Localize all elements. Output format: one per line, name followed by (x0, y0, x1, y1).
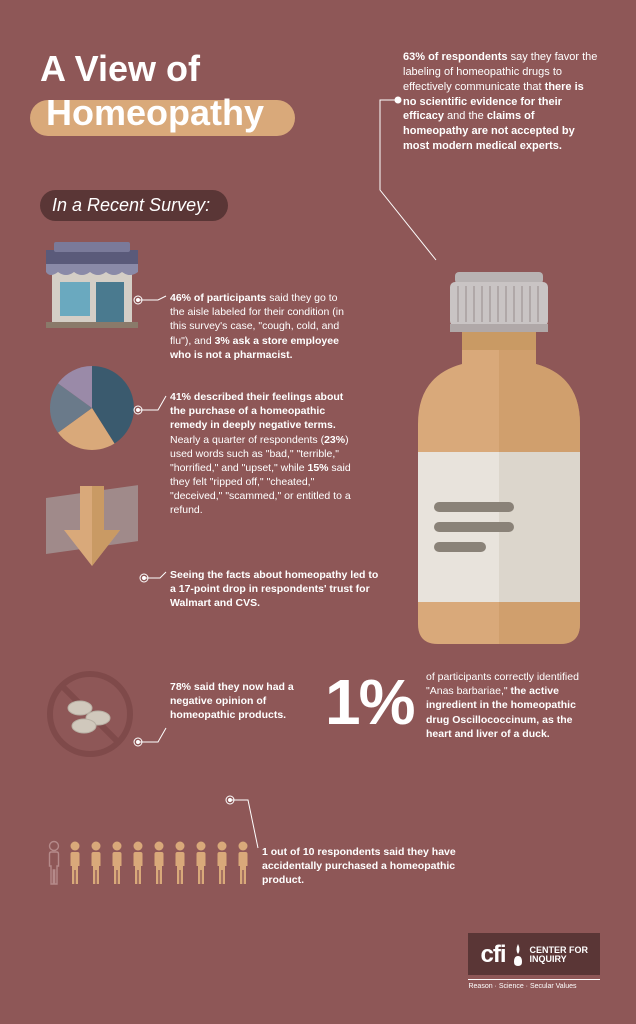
logo-name: CENTER FOR INQUIRY (530, 946, 589, 964)
people-row-icon (46, 840, 256, 886)
stat-neg-b1: 41% described their feelings about the p… (170, 391, 343, 431)
person-icon (197, 842, 206, 885)
stat-neg-t1: Nearly a quarter of respondents ( (170, 434, 324, 446)
title-line-1: A View of (40, 48, 264, 90)
person-icon (71, 842, 80, 885)
logo-tagline: Reason · Science · Secular Values (468, 979, 600, 990)
flame-icon (512, 944, 524, 966)
stat-aisle-b1: 46% of participants (170, 292, 266, 304)
person-icon (155, 842, 164, 885)
subtitle-text: In a Recent Survey: (52, 195, 210, 215)
logo-short: cfi (480, 941, 505, 969)
arrow-down-icon (46, 480, 138, 582)
person-icon (113, 842, 122, 885)
title-line-2-wrap: Homeopathy (40, 92, 264, 134)
no-pills-icon (46, 670, 134, 758)
person-icon (176, 842, 185, 885)
logo-box: cfi CENTER FOR INQUIRY (468, 933, 600, 975)
stat-negative-opinion: 78% said they now had a negative opinion… (170, 680, 300, 723)
pie-chart-icon (46, 362, 138, 454)
subtitle-pill: In a Recent Survey: (40, 190, 228, 221)
logo-l2: INQUIRY (530, 955, 589, 964)
callout-t2: and the (444, 110, 487, 122)
stat-neg-b3: 15% (307, 462, 328, 474)
person-outline-icon (50, 842, 59, 885)
person-icon (92, 842, 101, 885)
person-icon (134, 842, 143, 885)
callout-pct: 63% of respondents (403, 51, 508, 63)
storefront-icon (46, 242, 138, 328)
subtitle: In a Recent Survey: (40, 190, 228, 221)
cfi-logo: cfi CENTER FOR INQUIRY Reason · Science … (468, 933, 600, 990)
stat-negative-text: 41% described their feelings about the p… (170, 390, 360, 518)
stat-neg-b2: 23% (324, 434, 345, 446)
title-line-2: Homeopathy (40, 92, 264, 134)
stat-aisle-text: 46% of participants said they go to the … (170, 291, 350, 362)
big-one-percent: 1% (325, 665, 414, 739)
person-icon (239, 842, 248, 885)
stat-accidental: 1 out of 10 respondents said they have a… (262, 845, 462, 888)
callout-labeling: 63% of respondents say they favor the la… (403, 50, 598, 154)
title-area: A View of Homeopathy (40, 48, 264, 134)
stat-anas-text: of participants correctly identified "An… (426, 670, 601, 741)
person-icon (218, 842, 227, 885)
bottle-icon (400, 272, 598, 648)
stat-trust-drop: Seeing the facts about homeopathy led to… (170, 568, 380, 611)
